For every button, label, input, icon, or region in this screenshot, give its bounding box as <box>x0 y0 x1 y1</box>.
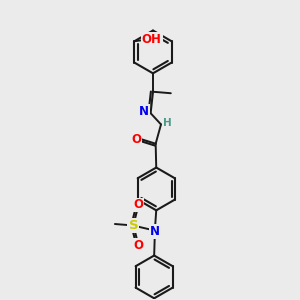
Text: OH: OH <box>142 33 162 46</box>
Text: N: N <box>140 105 149 118</box>
Text: O: O <box>131 133 141 146</box>
Text: O: O <box>134 199 143 212</box>
Text: N: N <box>150 225 160 238</box>
Text: O: O <box>134 239 143 252</box>
Text: S: S <box>128 219 138 232</box>
Text: H: H <box>163 118 172 128</box>
